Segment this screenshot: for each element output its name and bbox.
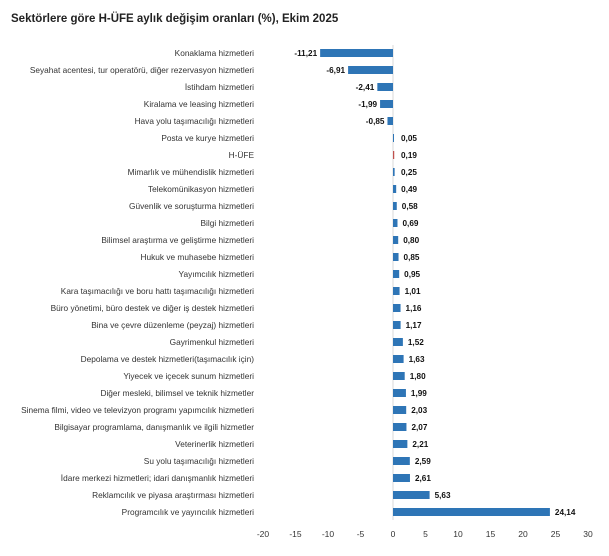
bar (393, 304, 401, 312)
value-label: 2,59 (415, 457, 431, 466)
x-tick-label: 20 (518, 529, 528, 539)
x-tick-label: 15 (486, 529, 496, 539)
bar (393, 491, 430, 499)
bar (393, 253, 399, 261)
value-label: 0,19 (401, 151, 417, 160)
value-label: 0,80 (403, 236, 419, 245)
bar (393, 321, 401, 329)
bar (377, 83, 393, 91)
category-label: Depolama ve destek hizmetleri(taşımacılı… (81, 354, 255, 364)
category-label: Diğer mesleki, bilimsel ve teknik hizmet… (100, 388, 254, 398)
category-label: H-ÜFE (229, 150, 255, 160)
value-label: 1,01 (405, 287, 421, 296)
value-label: 1,16 (406, 304, 422, 313)
x-tick-label: 25 (551, 529, 561, 539)
bar (393, 219, 398, 227)
bar (393, 423, 407, 431)
bar (393, 338, 403, 346)
category-label: Gayrimenkul hizmetleri (170, 337, 255, 347)
bar (393, 287, 400, 295)
value-label: 0,05 (401, 134, 417, 143)
bar (393, 474, 410, 482)
category-label: Yayımcılık hizmetleri (179, 269, 255, 279)
value-label: 0,58 (402, 202, 418, 211)
category-label: Bina ve çevre düzenleme (peyzaj) hizmetl… (91, 320, 254, 330)
x-tick-label: 10 (453, 529, 463, 539)
category-label: Hava yolu taşımacılığı hizmetleri (135, 116, 255, 126)
category-label: Konaklama hizmetleri (175, 48, 254, 58)
category-label: İstihdam hizmetleri (185, 82, 254, 92)
value-label: -11,21 (294, 49, 317, 58)
category-label: Kara taşımacılığı ve boru hattı taşımacı… (61, 286, 254, 296)
x-tick-label: -15 (289, 529, 302, 539)
x-tick-label: 0 (391, 529, 396, 539)
value-label: -1,99 (358, 100, 377, 109)
bar (393, 202, 397, 210)
bar (393, 236, 399, 244)
bar (320, 49, 393, 57)
category-label: Kiralama ve leasing hizmetleri (144, 99, 254, 109)
bar (393, 168, 395, 176)
category-label: Su yolu taşımacılığı hizmetleri (144, 456, 254, 466)
value-label: 1,80 (410, 372, 426, 381)
value-label: 2,03 (411, 406, 427, 415)
category-label: Hukuk ve muhasebe hizmetleri (141, 252, 255, 262)
bar (393, 270, 400, 278)
bar (393, 372, 405, 380)
bar (348, 66, 393, 74)
category-label: Bilgi hizmetleri (201, 218, 255, 228)
category-label: Güvenlik ve soruşturma hizmetleri (129, 201, 254, 211)
category-label: İdare merkezi hizmetleri; idari danışman… (61, 473, 254, 483)
x-tick-label: 5 (423, 529, 428, 539)
category-label: Mimarlık ve mühendislik hizmetleri (128, 167, 254, 177)
bar (393, 389, 406, 397)
x-tick-label: -10 (322, 529, 335, 539)
value-label: 1,99 (411, 389, 427, 398)
value-label: 0,69 (402, 219, 418, 228)
x-tick-label: -20 (257, 529, 270, 539)
bar (393, 406, 407, 414)
chart-title: Sektörlere göre H-ÜFE aylık değişim oran… (11, 13, 339, 25)
value-label: 2,61 (415, 474, 431, 483)
value-label: 2,21 (412, 440, 428, 449)
value-label: -2,41 (356, 83, 375, 92)
bar (393, 457, 410, 465)
category-label: Programcılık ve yayıncılık hizmetleri (122, 507, 254, 517)
category-label: Sinema filmi, video ve televizyon progra… (21, 405, 254, 415)
value-label: 2,07 (411, 423, 427, 432)
bar (387, 117, 393, 125)
value-label: 0,85 (404, 253, 420, 262)
bars-layer (320, 49, 550, 516)
value-label: 0,25 (401, 168, 417, 177)
value-label: -6,91 (326, 66, 345, 75)
bar (393, 185, 397, 193)
bar (393, 134, 394, 142)
category-label: Seyahat acentesi, tur operatörü, diğer r… (30, 65, 254, 75)
bar (380, 100, 393, 108)
category-label: Posta ve kurye hizmetleri (161, 133, 254, 143)
value-label: 1,52 (408, 338, 424, 347)
value-label: 0,95 (404, 270, 420, 279)
x-tick-label: 30 (583, 529, 593, 539)
bar (393, 440, 408, 448)
value-label: 24,14 (555, 508, 576, 517)
value-label: 0,49 (401, 185, 417, 194)
bar (393, 508, 550, 516)
value-label: -0,85 (366, 117, 385, 126)
bar (393, 355, 404, 363)
bar-highlight (393, 151, 395, 159)
category-label: Yiyecek ve içecek sunum hizmetleri (123, 371, 254, 381)
category-label: Veterinerlik hizmetleri (175, 439, 254, 449)
x-tick-label: -5 (357, 529, 365, 539)
value-label: 1,17 (406, 321, 422, 330)
category-label: Büro yönetimi, büro destek ve diğer iş d… (51, 303, 255, 313)
category-label: Bilgisayar programlama, danışmanlık ve i… (54, 422, 254, 432)
value-label: 1,63 (409, 355, 425, 364)
value-label: 5,63 (435, 491, 451, 500)
labels-layer: Konaklama hizmetleri -11,21 Seyahat acente… (21, 48, 576, 517)
category-label: Reklamcılık ve piyasa araştırması hizmet… (92, 490, 254, 500)
category-label: Bilimsel araştırma ve geliştirme hizmetl… (101, 235, 254, 245)
category-label: Telekomünikasyon hizmetleri (148, 184, 254, 194)
